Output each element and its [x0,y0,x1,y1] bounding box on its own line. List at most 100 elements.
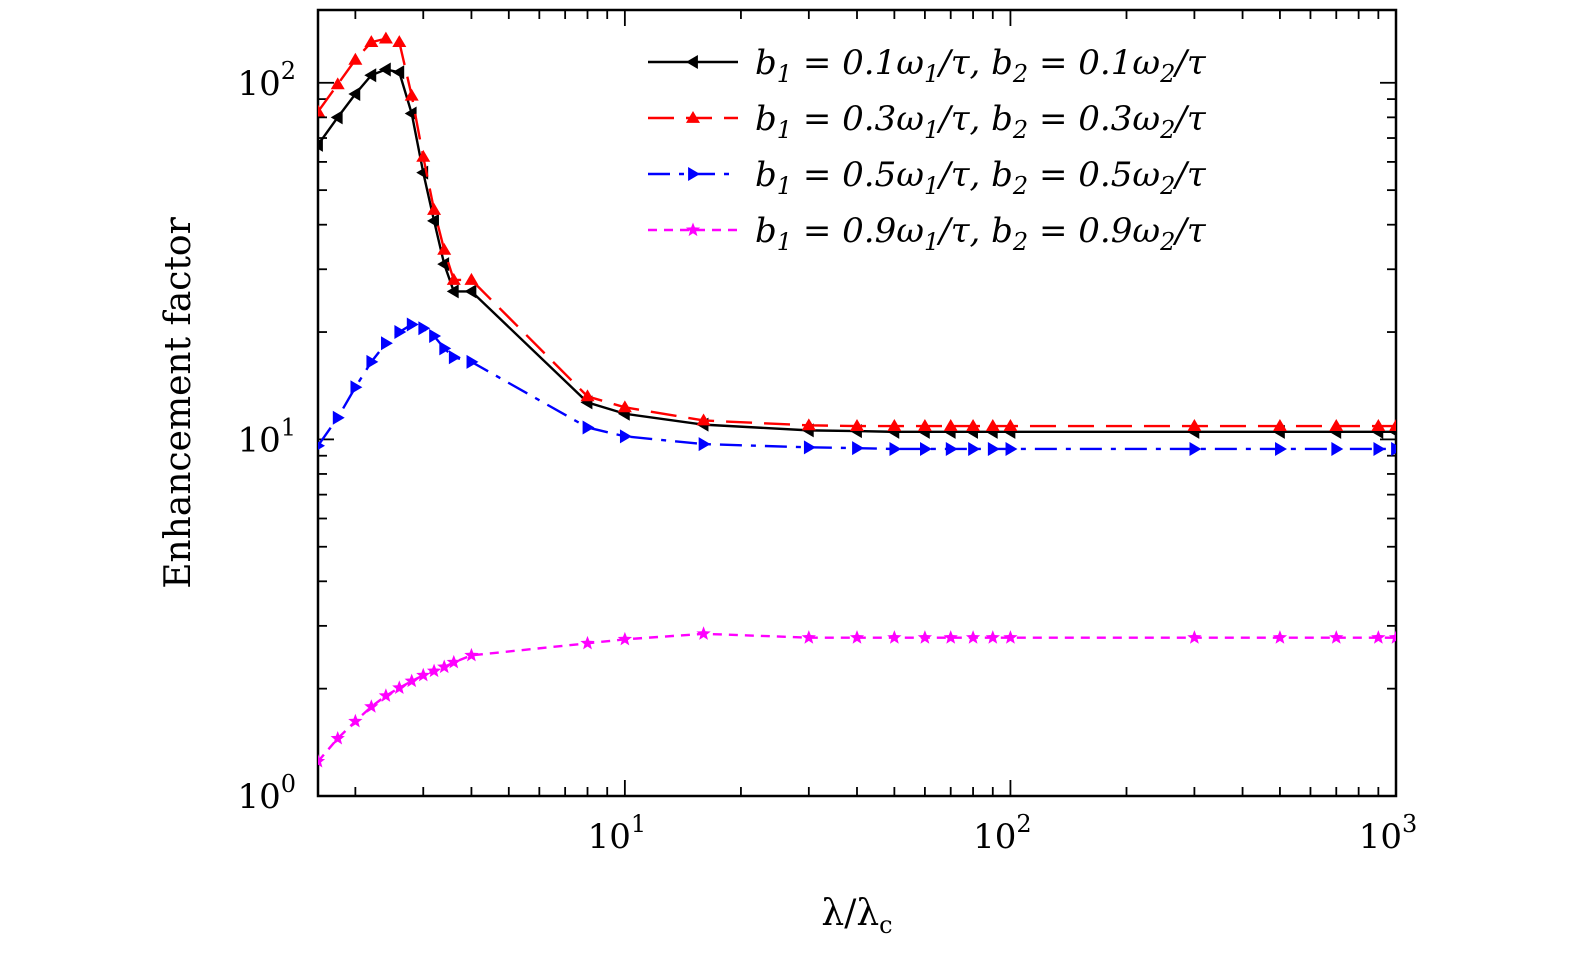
x-tick-label-base: 10 [1359,817,1402,857]
x-tick-label-base: 10 [973,817,1016,857]
data-point [464,284,477,299]
data-point [1371,419,1386,431]
data-point [968,441,981,456]
x-tick-label: 102 [973,810,1032,857]
y-tick-label-exponent: 2 [281,57,296,85]
data-point [464,647,479,662]
data-point [416,667,431,682]
data-point [416,149,431,162]
data-point [378,31,393,44]
data-point [1003,419,1018,431]
data-point [404,88,419,101]
data-point [330,77,345,90]
legend-label: b1 = 0.1ω1/τ, b2 = 0.1ω2/τ [755,43,1207,88]
data-point [404,673,419,688]
data-point [418,321,431,336]
series-line [318,37,1396,428]
data-point [1329,630,1344,644]
data-point [1388,630,1396,644]
data-point [1005,441,1018,456]
data-point [1272,419,1287,431]
data-point [801,630,816,644]
data-point [965,630,981,644]
data-point [366,354,379,369]
x-axis-label: λ/λc [821,893,892,939]
data-point [1189,441,1202,456]
series-line [318,68,1396,434]
x-tick-label-exponent: 3 [1402,810,1417,838]
data-point [392,65,405,80]
data-point [801,418,816,431]
data-point [318,753,326,768]
series-4 [318,626,1396,768]
data-point [350,380,363,395]
data-point [439,341,452,356]
data-point [849,630,865,644]
data-point [1373,441,1386,456]
data-point [427,213,439,228]
data-point [1391,441,1396,456]
series-line [318,632,1396,763]
x-tick-label: 103 [1359,810,1418,857]
data-point [392,680,407,694]
data-point [580,389,595,402]
data-point [404,106,417,121]
x-axis-label-sub: c [879,911,892,939]
legend-marker [686,55,698,69]
data-point [318,137,323,152]
data-point [943,630,958,644]
data-point [698,437,711,452]
x-tick-label: 101 [588,810,647,857]
series-line [318,323,1396,451]
series-3 [318,317,1396,456]
data-point [889,441,902,456]
data-point [619,429,632,444]
data-point [364,68,377,83]
data-point [378,62,391,77]
data-point [348,87,361,102]
legend-label: b1 = 0.9ω1/τ, b2 = 0.9ω2/τ [755,211,1207,256]
data-point [887,630,902,644]
data-point [364,699,379,713]
data-point [917,630,933,644]
data-point [394,325,407,340]
legend-marker [686,111,700,123]
data-point [582,420,595,435]
data-point [696,413,711,426]
y-tick-label-exponent: 0 [281,770,296,798]
data-point [1275,441,1287,456]
data-point [330,730,345,745]
data-point [850,419,864,431]
data-point [446,272,461,285]
data-point [1389,419,1396,431]
data-point [803,440,816,455]
data-point [1003,630,1018,644]
data-point [852,441,864,456]
data-point [987,441,1000,456]
data-point [330,110,343,125]
series-2 [318,31,1396,431]
legend-label: b1 = 0.5ω1/τ, b2 = 0.5ω2/τ [755,155,1207,200]
y-tick-label-base: 10 [237,777,280,817]
y-axis-label: Enhancement factor [158,216,199,588]
x-tick-label-exponent: 1 [631,810,646,838]
data-point [580,635,595,650]
data-point [945,441,958,456]
legend-marker [688,167,700,181]
legend-entry-3: b1 = 0.5ω1/τ, b2 = 0.5ω2/τ [648,155,1207,200]
data-point [617,400,632,413]
data-point [887,419,902,431]
data-point [617,631,632,646]
data-point [392,35,407,48]
data-point [917,419,932,431]
data-point [364,35,379,48]
data-point [437,659,452,674]
data-point [426,663,442,678]
x-axis-label-main: λ/λ [821,893,879,934]
data-point [466,354,479,369]
data-point [696,626,711,640]
data-point [406,317,419,332]
series-layer [318,31,1396,768]
